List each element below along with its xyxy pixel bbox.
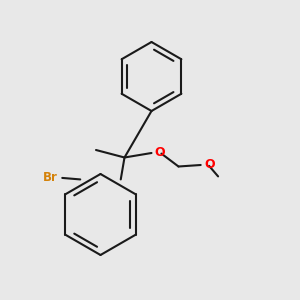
Text: O: O [154, 146, 165, 160]
Text: O: O [205, 158, 215, 172]
Text: Br: Br [43, 171, 58, 184]
